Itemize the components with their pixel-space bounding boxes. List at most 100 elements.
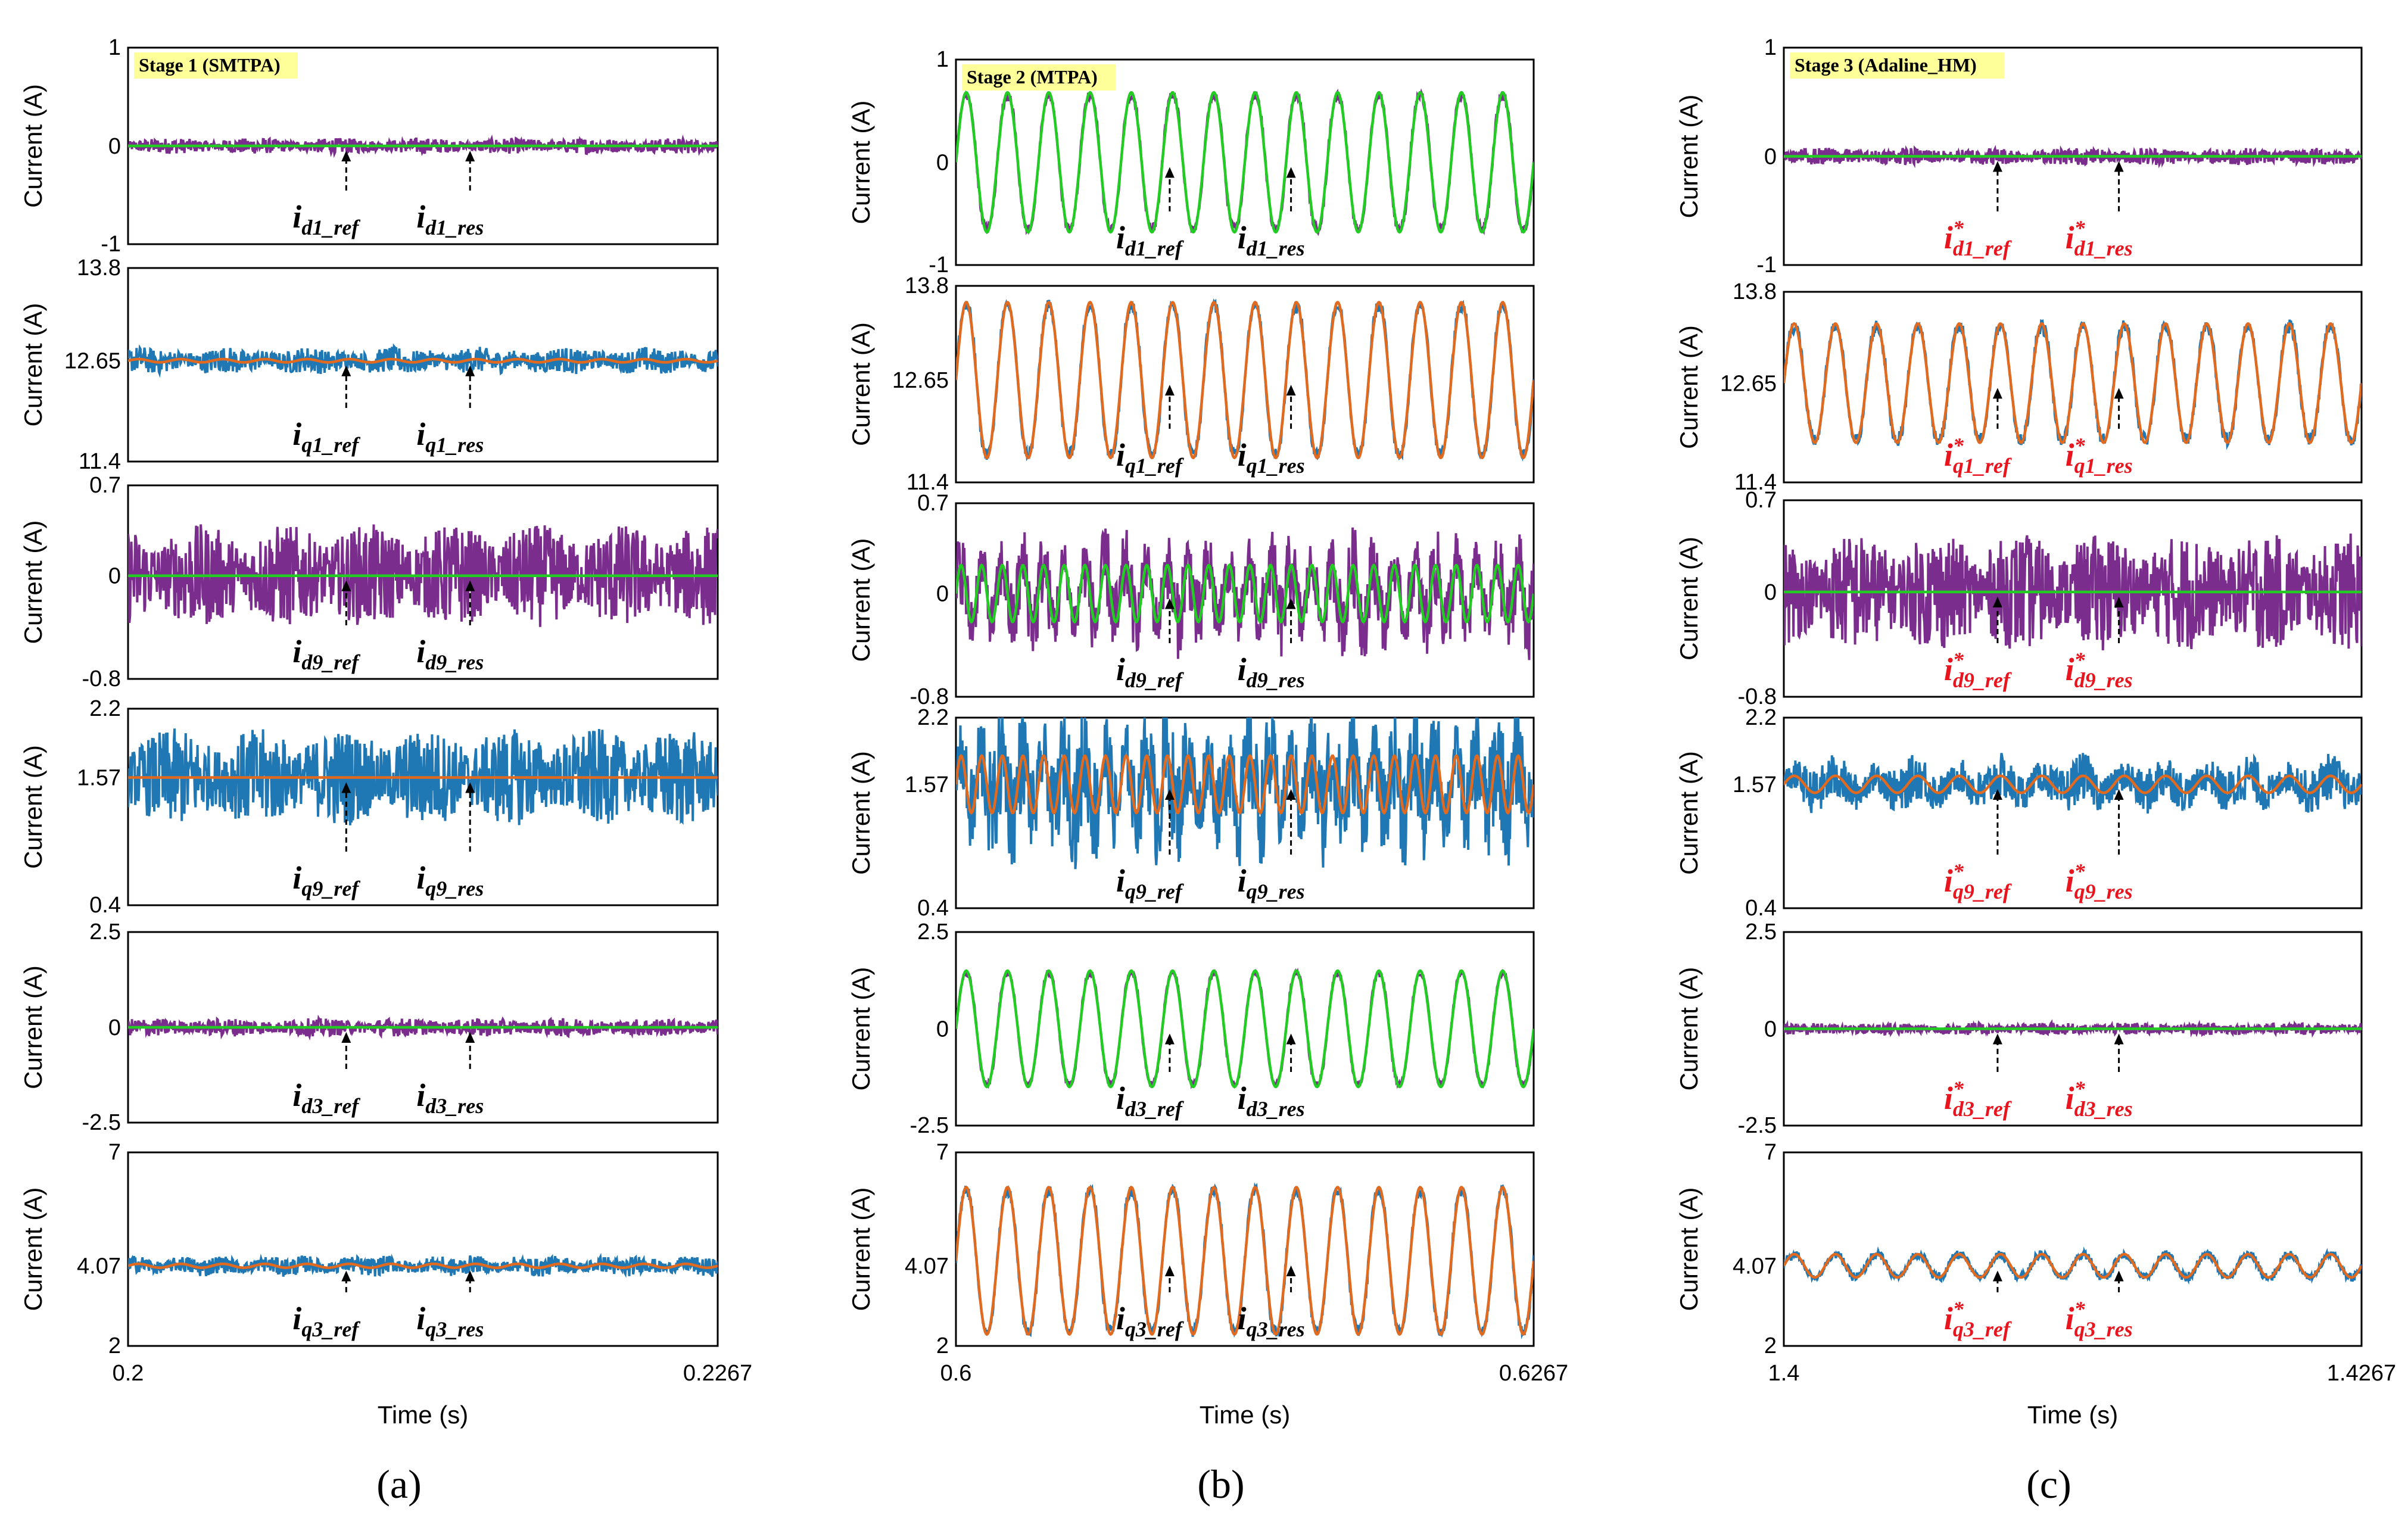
y-tick-label: 12.65 xyxy=(1720,371,1777,396)
annotation-d3_ref: i* d3_ref xyxy=(1944,1077,2012,1121)
annotation-arrowhead xyxy=(1992,388,2002,399)
y-tick-label: 2 xyxy=(108,1333,121,1358)
annotation-d9_res: id9_res xyxy=(1238,652,1305,692)
annotation-d3_res: id3_res xyxy=(1238,1080,1305,1121)
x-axis-label: Time (s) xyxy=(378,1401,468,1429)
annotation-q9_ref: iq9_ref xyxy=(1116,863,1184,903)
series-res-line xyxy=(1784,753,2362,814)
y-tick-label: 1.57 xyxy=(905,772,949,797)
annotation-d1_ref: id1_ref xyxy=(292,199,360,239)
series-res-line xyxy=(128,728,718,825)
y-tick-label: 2.2 xyxy=(89,696,121,721)
y-tick-label: 4.07 xyxy=(1733,1254,1777,1279)
series-ref-line xyxy=(956,563,1534,624)
annotation-arrowhead xyxy=(2114,161,2124,172)
annotation-q9_ref: i* q9_ref xyxy=(1944,859,2012,903)
annotation-arrowhead xyxy=(1286,1266,1296,1276)
y-axis-label: Current (A) xyxy=(847,322,875,446)
y-tick-label: -2.5 xyxy=(82,1110,121,1135)
y-tick-label: 11.4 xyxy=(906,470,949,495)
subplot-c-d9: 0.7 0 -0.8 Current (A) i* d9_ref i* d9_res xyxy=(1675,488,2363,709)
annotation-arrowhead xyxy=(2114,388,2124,399)
series-ref-line xyxy=(956,754,1534,815)
y-tick-label: 13.8 xyxy=(1733,279,1777,304)
y-tick-label: -0.8 xyxy=(910,684,949,709)
annotation-d3_ref: id3_ref xyxy=(292,1077,360,1118)
plot-frame xyxy=(1783,1151,2363,1347)
series-ref-line xyxy=(956,1185,1534,1336)
y-axis-label: Current (A) xyxy=(1675,967,1703,1091)
y-tick-label: 1.57 xyxy=(1733,772,1777,797)
y-axis-label: Current (A) xyxy=(847,967,875,1091)
annotation-q1_ref: iq1_ref xyxy=(1116,437,1184,478)
y-tick-label: 2.5 xyxy=(89,920,121,945)
y-tick-label: 0 xyxy=(1764,145,1777,170)
series-ref-line xyxy=(128,357,718,364)
y-tick-label: 0.7 xyxy=(1745,488,1777,513)
annotation-q3_ref: i* q3_ref xyxy=(1944,1297,2012,1341)
subplot-a-q1: 13.8 12.65 11.4 Current (A) iq1_ref iq1_res xyxy=(19,255,719,474)
annotation-arrowhead xyxy=(1992,597,2002,607)
stage-label: Stage 1 (SMTPA) xyxy=(139,54,281,76)
y-tick-label: 11.4 xyxy=(1734,470,1777,495)
annotation-arrowhead xyxy=(465,782,475,793)
y-axis-label: Current (A) xyxy=(847,751,875,875)
y-axis-label: Current (A) xyxy=(1675,95,1703,219)
y-tick-label: 7 xyxy=(1764,1140,1777,1165)
annotation-d1_res: id1_res xyxy=(1238,220,1305,260)
annotation-arrowhead xyxy=(465,365,475,376)
subplot-c-q3: 7 4.07 2 Current (A) i* q3_ref i* q3_res 1.4 1.42… xyxy=(1675,1140,2396,1429)
annotation-arrowhead xyxy=(341,782,351,793)
series-ref-line xyxy=(1784,322,2362,444)
subplot-b-q1: 13.8 12.65 11.4 Current (A) iq1_ref iq1_res xyxy=(847,273,1535,495)
x-tick-label: 0.2 xyxy=(113,1361,144,1386)
y-axis-label: Current (A) xyxy=(1675,537,1703,660)
y-tick-label: -2.5 xyxy=(910,1113,949,1138)
y-tick-label: 2 xyxy=(936,1333,949,1358)
subplot-b-q9: 2.2 1.57 0.4 Current (A) iq9_ref iq9_res xyxy=(847,705,1535,921)
x-axis-label: Time (s) xyxy=(1200,1401,1290,1429)
y-tick-label: -1 xyxy=(101,232,121,257)
y-tick-label: 12.65 xyxy=(892,368,949,393)
annotation-q1_res: iq1_res xyxy=(1238,437,1305,478)
y-tick-label: 2.5 xyxy=(1745,920,1777,945)
series-res-line xyxy=(128,524,718,627)
y-tick-label: 0 xyxy=(108,564,121,589)
y-tick-label: -1 xyxy=(1756,253,1777,278)
y-axis-label: Current (A) xyxy=(19,965,47,1089)
y-axis-label: Current (A) xyxy=(1675,325,1703,449)
y-tick-label: 2.5 xyxy=(917,920,949,945)
panel-caption: (a) xyxy=(376,1461,421,1507)
annotation-arrowhead xyxy=(1164,1033,1175,1045)
y-tick-label: 12.65 xyxy=(64,349,121,374)
y-tick-label: 0 xyxy=(108,1015,121,1040)
annotation-d9_res: i* d9_res xyxy=(2066,648,2133,692)
annotation-arrowhead xyxy=(1164,598,1175,609)
annotation-d9_ref: id9_ref xyxy=(292,634,360,674)
annotation-q3_ref: iq3_ref xyxy=(1116,1301,1184,1341)
y-tick-label: 0.4 xyxy=(89,893,121,918)
series-res-line xyxy=(128,1014,718,1041)
annotation-arrowhead xyxy=(465,1032,475,1043)
y-tick-label: 0 xyxy=(108,134,121,159)
series-ref-line xyxy=(1784,1252,2362,1279)
annotation-arrowhead xyxy=(1992,789,2002,800)
subplot-a-d9: 0.7 0 -0.8 Current (A) id9_ref id9_res xyxy=(19,473,719,691)
annotation-d1_res: id1_res xyxy=(416,199,484,239)
y-tick-label: 1 xyxy=(108,35,121,60)
subplot-c-d3: 2.5 0 -2.5 Current (A) i* d3_ref i* d3_res xyxy=(1675,920,2363,1138)
annotation-q9_res: i* q9_res xyxy=(2066,859,2133,903)
subplot-c-q9: 2.2 1.57 0.4 Current (A) i* q9_ref i* q9_res xyxy=(1675,705,2363,921)
annotation-arrowhead xyxy=(1992,1270,2002,1282)
y-tick-label: 13.8 xyxy=(77,255,121,281)
y-tick-label: 4.07 xyxy=(905,1254,949,1279)
annotation-d3_res: id3_res xyxy=(416,1077,484,1118)
y-tick-label: -0.8 xyxy=(82,666,121,691)
y-axis-label: Current (A) xyxy=(19,303,47,427)
y-tick-label: 1.57 xyxy=(77,766,121,791)
y-axis-label: Current (A) xyxy=(19,745,47,869)
x-tick-label: 0.2267 xyxy=(683,1361,752,1386)
annotation-q3_res: iq3_res xyxy=(416,1301,484,1341)
y-tick-label: 0.4 xyxy=(917,896,949,921)
y-tick-label: 13.8 xyxy=(905,273,949,298)
